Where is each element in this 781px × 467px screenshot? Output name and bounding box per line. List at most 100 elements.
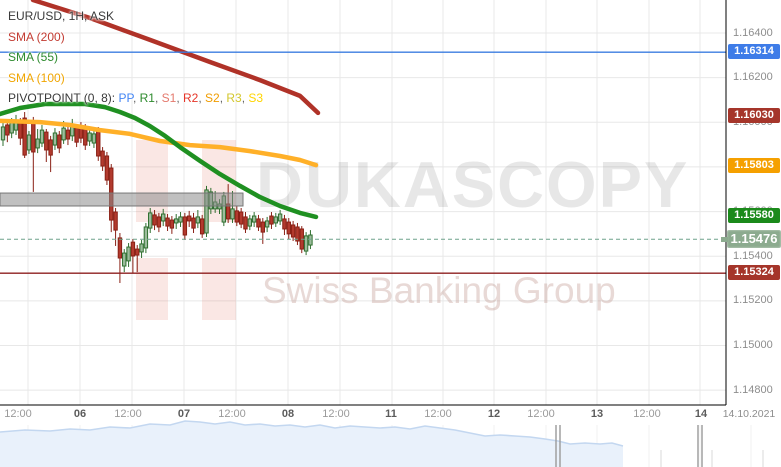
candle-body bbox=[277, 213, 283, 222]
candle-body bbox=[238, 211, 244, 225]
time-axis-label: 13 bbox=[590, 408, 604, 420]
swiss-cross-icon bbox=[202, 258, 236, 320]
candle-body bbox=[74, 127, 79, 143]
candle-body bbox=[199, 218, 205, 235]
candle-body bbox=[135, 248, 140, 256]
candle-body bbox=[256, 218, 261, 228]
candle-body bbox=[91, 133, 97, 144]
candle-body bbox=[169, 219, 175, 229]
candle-body bbox=[130, 241, 136, 257]
candle-body bbox=[31, 120, 36, 153]
candle-body bbox=[9, 122, 14, 134]
zone-rectangle bbox=[0, 192, 244, 207]
candle-body bbox=[0, 126, 6, 141]
candle-body bbox=[113, 211, 118, 231]
time-axis-label: 12:00 bbox=[633, 408, 661, 420]
candle-body bbox=[65, 129, 71, 140]
time-axis-label: 12:00 bbox=[218, 408, 246, 420]
separator: , bbox=[154, 91, 162, 105]
time-axis-label: 12:00 bbox=[322, 408, 350, 420]
candle-body bbox=[35, 138, 40, 149]
price-level-badge: 1.16314 bbox=[728, 44, 780, 60]
candle-body bbox=[126, 246, 131, 262]
candle-body bbox=[26, 134, 32, 151]
price-axis-label: 1.14800 bbox=[733, 383, 773, 396]
price-axis-label: 1.15400 bbox=[733, 249, 773, 262]
watermark-subtitle: Swiss Banking Group bbox=[262, 270, 616, 311]
candle-body bbox=[104, 155, 110, 181]
price-level-badge: 1.15580 bbox=[728, 208, 780, 224]
candle-body bbox=[186, 215, 192, 222]
candle-body bbox=[282, 218, 287, 230]
candle-body bbox=[61, 127, 66, 141]
candle-body bbox=[122, 252, 127, 267]
candle-body bbox=[247, 218, 253, 227]
candle-body bbox=[308, 234, 313, 246]
candle-body bbox=[57, 134, 62, 149]
price-axis-label: 1.16400 bbox=[733, 26, 773, 39]
separator: , bbox=[198, 91, 205, 105]
candle-body bbox=[39, 129, 45, 144]
candle-body bbox=[100, 150, 105, 167]
candle-body bbox=[96, 129, 101, 157]
legend: EUR/USD, 1H, ASK SMA (200) SMA (55) SMA (1… bbox=[8, 6, 263, 109]
candle-body bbox=[286, 221, 291, 235]
time-axis-label: 12:00 bbox=[114, 408, 142, 420]
pivot-level-label: R3 bbox=[226, 91, 242, 105]
time-axis-label: 14 bbox=[694, 408, 708, 420]
watermark-brand: DUKASCOPY bbox=[256, 148, 689, 221]
pivot-level-label: S1 bbox=[161, 91, 177, 105]
candle-body bbox=[165, 217, 170, 227]
chart-title: EUR/USD, 1H, ASK bbox=[8, 9, 115, 23]
candle-body bbox=[161, 213, 166, 222]
candle-body bbox=[204, 189, 209, 234]
candle-body bbox=[295, 226, 300, 242]
indicator-legend: SMA (200) SMA (55) SMA (100) bbox=[8, 27, 263, 89]
candle-body bbox=[230, 208, 235, 220]
pivotpoint-legend: PIVOTPOINT (0, 8): PP, R1, S1, R2, S2, R… bbox=[8, 88, 263, 109]
time-axis-label: 11 bbox=[385, 408, 397, 420]
price-axis-label: 1.15200 bbox=[733, 294, 773, 307]
time-axis-label: 12:00 bbox=[4, 408, 32, 420]
time-axis-label: 07 bbox=[177, 408, 191, 420]
time-axis-label: 12 bbox=[487, 408, 501, 420]
candle-body bbox=[174, 218, 179, 224]
separator: , bbox=[176, 91, 183, 105]
overview-area bbox=[0, 421, 623, 467]
candle-body bbox=[117, 237, 123, 259]
price-axis: 1.164001.162001.160001.158001.156001.154… bbox=[721, 0, 781, 405]
candle-body bbox=[139, 243, 144, 253]
time-axis-label: 06 bbox=[73, 408, 87, 420]
candle-body bbox=[44, 131, 49, 151]
candle-body bbox=[18, 121, 23, 139]
pivot-level-label: R1 bbox=[139, 91, 155, 105]
legend-item: SMA (200) bbox=[8, 29, 65, 44]
candle-body bbox=[178, 216, 183, 223]
separator: , bbox=[219, 91, 227, 105]
sma-55-line bbox=[0, 101, 319, 220]
pivot-level-label: PP bbox=[118, 91, 133, 105]
candle-body bbox=[182, 216, 188, 236]
pivot-level-label: S3 bbox=[248, 91, 264, 105]
candle-body bbox=[22, 117, 27, 156]
candle-body bbox=[290, 224, 296, 238]
candle-body bbox=[243, 216, 248, 230]
overview-area-edge bbox=[0, 420, 624, 447]
pivot-level-label: S2 bbox=[205, 91, 220, 105]
sma-200-line bbox=[30, 0, 321, 116]
candle-body bbox=[195, 216, 201, 224]
axis-date-label: 14.10.2021 bbox=[722, 408, 776, 420]
swiss-cross-icon bbox=[136, 258, 168, 320]
price-axis-label: 1.15000 bbox=[733, 338, 773, 351]
swiss-cross-icon bbox=[136, 140, 168, 222]
price-level-badge: 1.16030 bbox=[728, 107, 780, 123]
pivot-level-label: R2 bbox=[182, 91, 199, 105]
candle-body bbox=[156, 216, 162, 228]
time-axis-label: 12:00 bbox=[424, 408, 452, 420]
candle-body bbox=[87, 132, 92, 142]
candle-body bbox=[269, 215, 274, 225]
time-axis: 12:00 06 12:00 07 12:00 08 12:00 11 12:00 12 12:00… bbox=[0, 406, 781, 424]
separator: , bbox=[241, 91, 249, 105]
candle-body bbox=[83, 127, 88, 146]
